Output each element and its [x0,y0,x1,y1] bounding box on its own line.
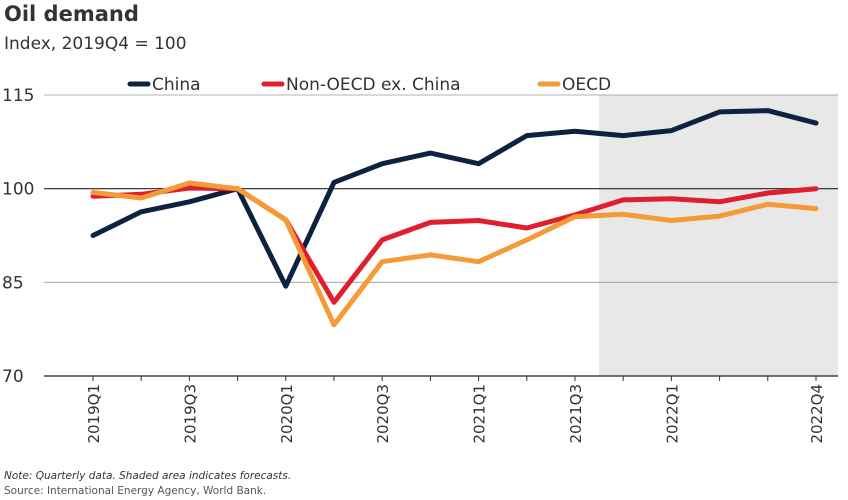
x-tick-label: 2019Q3 [181,384,199,444]
forecast-shading [599,95,838,376]
chart-note: Note: Quarterly data. Shaded area indica… [4,470,292,482]
y-tick-label: 85 [2,273,24,293]
y-tick-label: 115 [2,86,34,106]
series-line-china [90,108,819,289]
chart-source: Source: International Energy Agency, Wor… [4,485,267,497]
chart-subtitle: Index, 2019Q4 = 100 [4,34,187,54]
y-tick-label: 100 [2,180,34,200]
legend-label: OECD [562,75,611,95]
x-tick-label: 2021Q1 [471,384,489,444]
series-line-oecd [90,180,819,328]
x-tick-label: 2022Q1 [663,384,681,444]
y-tick-label: 70 [2,367,24,387]
x-tick-label: 2020Q3 [374,384,392,444]
x-tick-label: 2022Q4 [808,384,826,444]
x-tick-label: 2020Q1 [278,384,296,444]
oil-demand-chart: 70 85 100 115 2019Q1 2019Q3 2020Q1 2020Q3 2021Q1… [2,75,838,444]
legend-label: Non-OECD ex. China [286,75,461,95]
x-tick-label: 2021Q3 [567,384,585,444]
legend-label: China [152,75,201,95]
x-tick-label: 2019Q1 [85,384,103,444]
chart-title: Oil demand [4,2,139,26]
